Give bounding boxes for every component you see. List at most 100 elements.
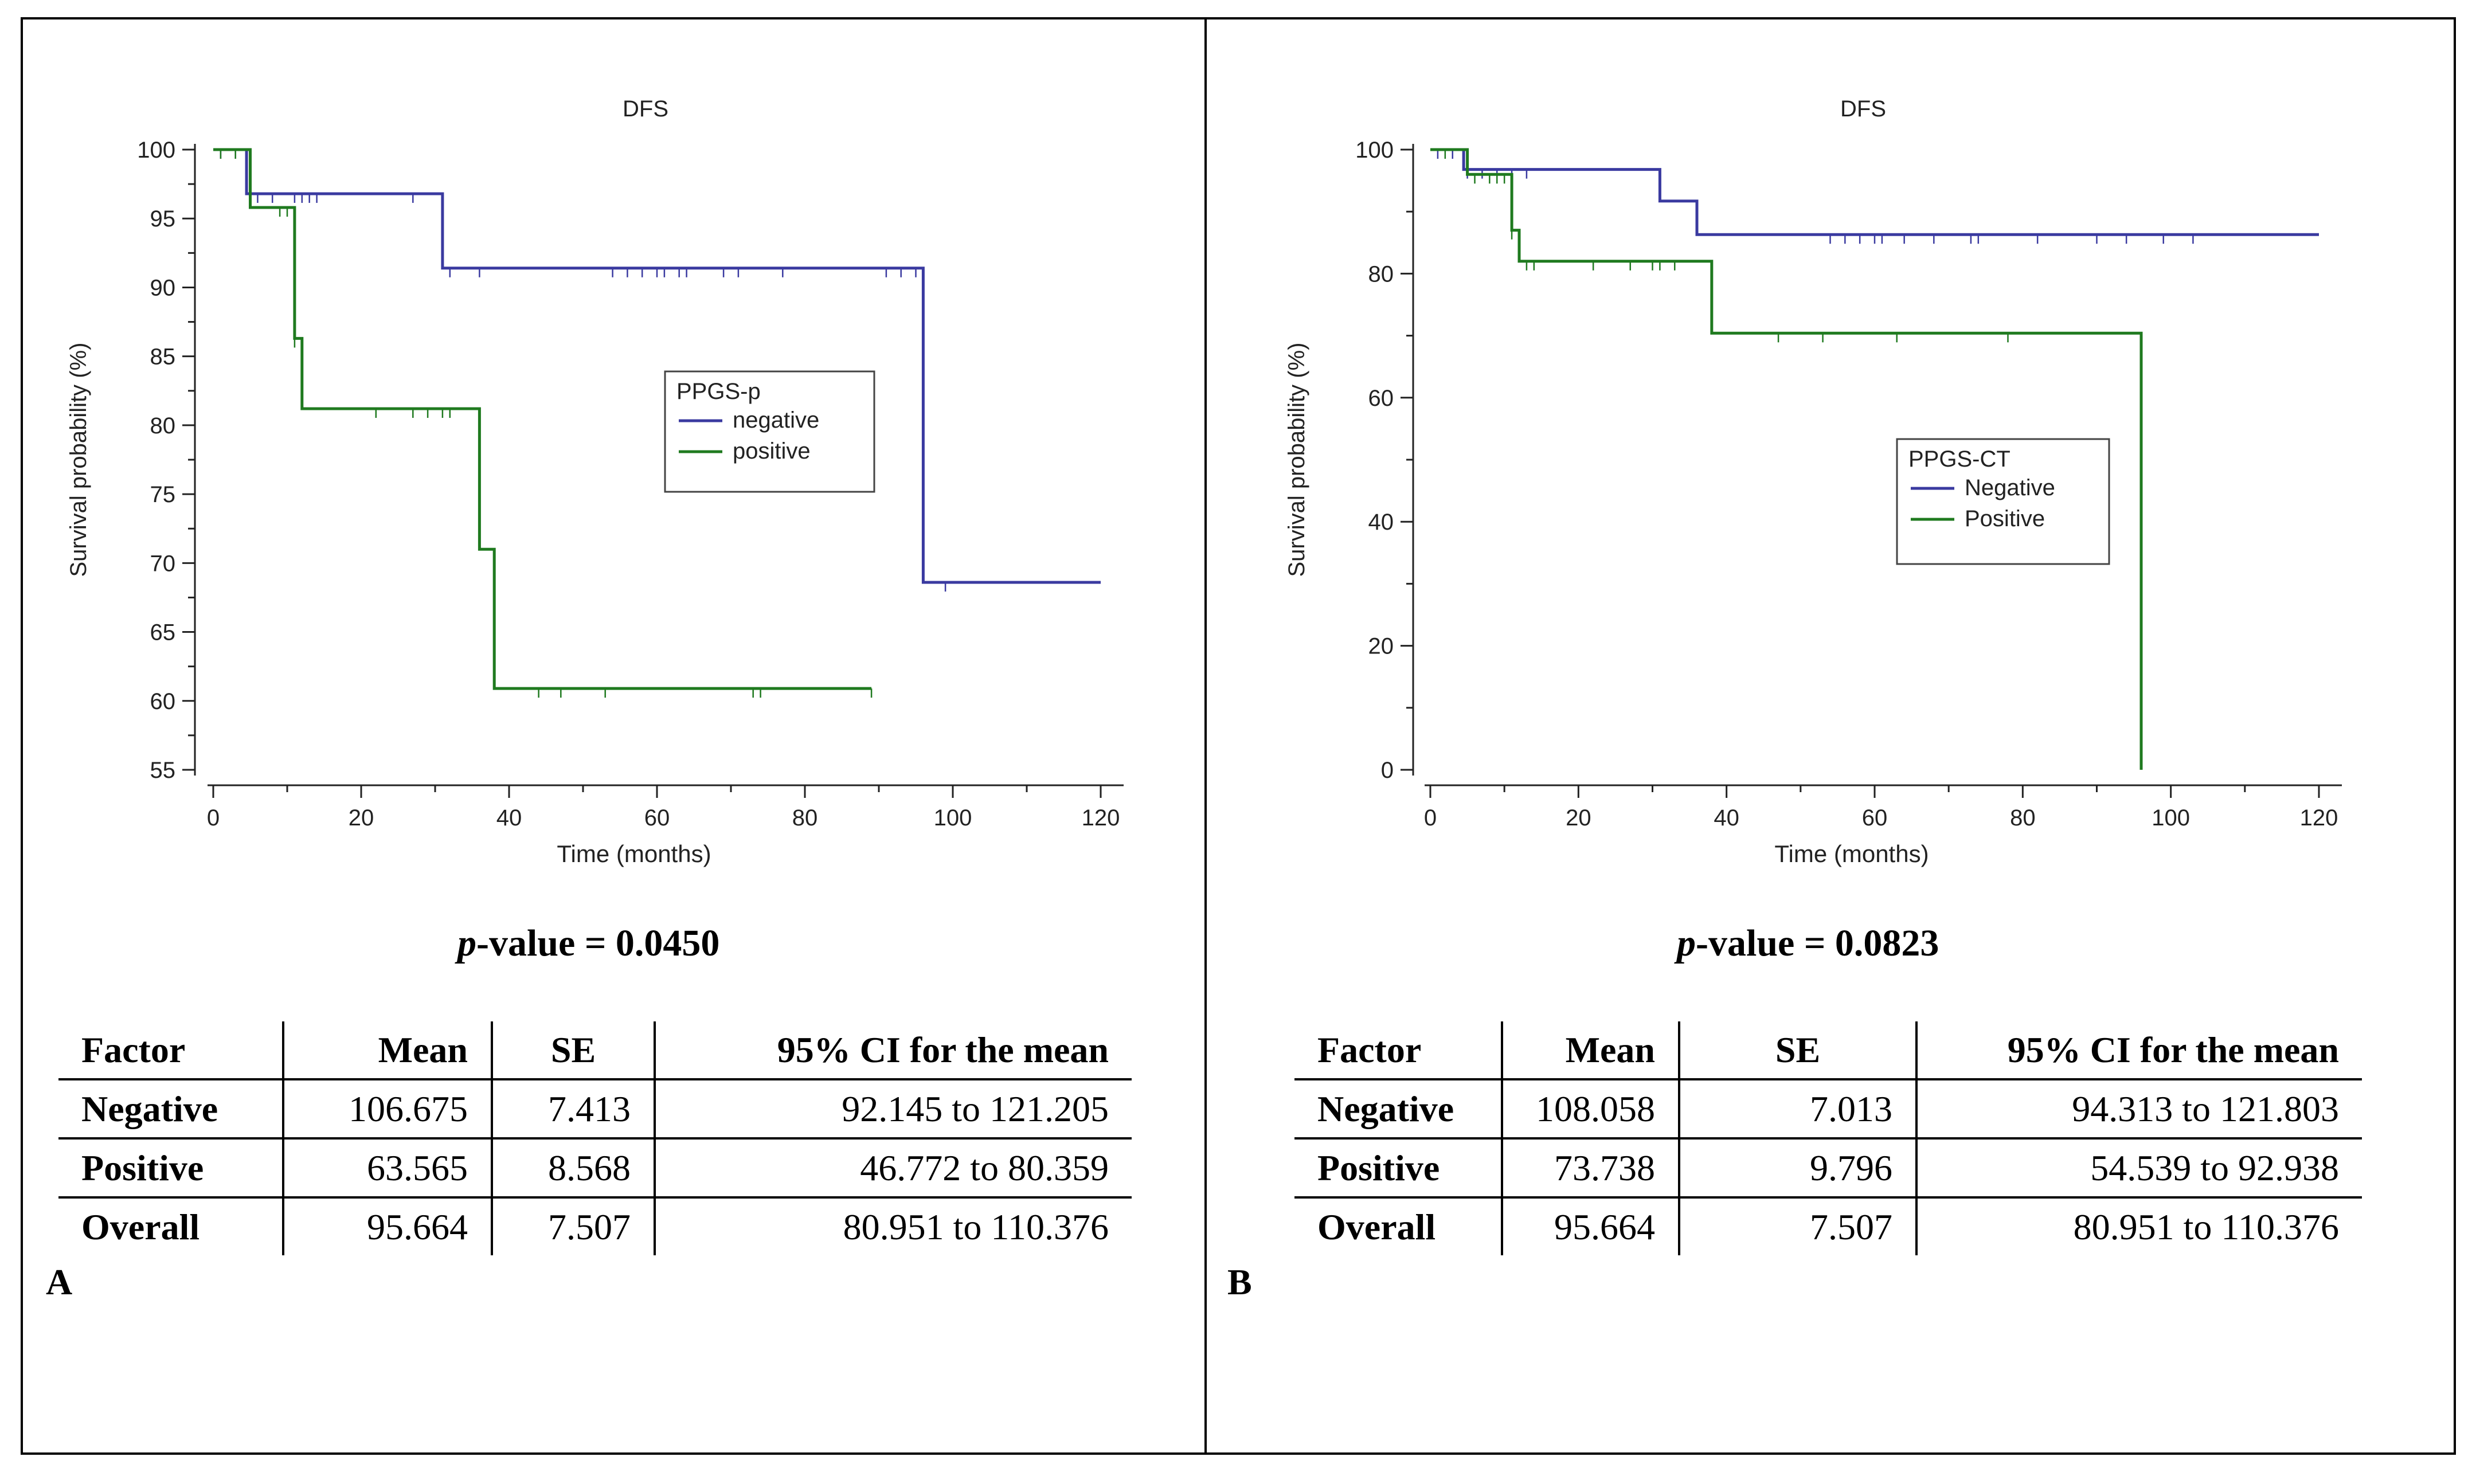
cell-ci: 80.951 to 110.376 xyxy=(1915,1197,2362,1255)
y-tick-label: 85 xyxy=(150,344,176,370)
y-tick-label: 100 xyxy=(1355,138,1394,163)
cell-ci: 80.951 to 110.376 xyxy=(654,1197,1132,1255)
cell-ci: 54.539 to 92.938 xyxy=(1915,1138,2362,1199)
cell-mean: 63.565 xyxy=(282,1138,492,1199)
cell-factor: Negative xyxy=(58,1079,283,1140)
legend-label-negative: Negative xyxy=(1965,475,2055,500)
y-tick-label: 100 xyxy=(137,138,175,163)
y-axis-label: Survival probability (%) xyxy=(66,342,91,577)
p-value-a: p-value = 0.0450 xyxy=(457,922,720,964)
cell-factor: Positive xyxy=(1294,1138,1502,1199)
cell-factor: Overall xyxy=(81,1207,200,1247)
x-tick-label: 120 xyxy=(2300,805,2338,831)
cell-mean: 106.675 xyxy=(282,1079,492,1140)
series-line-positive xyxy=(1430,148,2143,770)
cell-mean: 95.664 xyxy=(1501,1197,1679,1255)
y-tick-label: 70 xyxy=(150,551,176,576)
x-tick-label: 80 xyxy=(792,805,818,831)
stats-table-b: Factor Mean SE 95% CI for the mean Negat… xyxy=(1294,1021,2362,1255)
x-tick-label: 100 xyxy=(934,805,972,831)
col-se: SE xyxy=(491,1021,655,1080)
y-tick-label: 95 xyxy=(150,206,176,232)
col-se: SE xyxy=(1678,1021,1916,1080)
y-axis-label: Survival probability (%) xyxy=(1284,342,1309,577)
panel-a: DFS 55 60 65 70 75 80 85 90 95 100 0 20 40 60 80 100 120 T… xyxy=(23,17,1204,1455)
y-tick-label: 80 xyxy=(150,413,176,438)
km-chart-b: DFS 0 20 40 60 80 100 0 20 40 60 80 100 120 Time (mont… xyxy=(1284,96,2342,867)
table-row: Overall 95.664 7.507 80.951 to 110.376 xyxy=(1294,1197,2362,1255)
legend-label-positive: Positive xyxy=(1965,506,2045,531)
x-tick-label: 40 xyxy=(1714,805,1739,831)
legend-box xyxy=(1896,438,2110,565)
col-factor: Factor xyxy=(1294,1021,1502,1080)
panel-label-b: B xyxy=(1227,1262,1252,1302)
table-row: Overall 95.664 7.507 80.951 to 110.376 xyxy=(58,1197,1132,1255)
chart-title: DFS xyxy=(623,96,668,122)
col-ci: 95% CI for the mean xyxy=(1915,1021,2362,1080)
cell-ci: 46.772 to 80.359 xyxy=(654,1138,1132,1199)
series-line-negative xyxy=(1430,148,2319,236)
x-axis-label: Time (months) xyxy=(1774,840,1929,867)
panel-b: DFS 0 20 40 60 80 100 0 20 40 60 80 100 120 Time (mont… xyxy=(1207,17,2454,1455)
x-tick-label: 80 xyxy=(2010,805,2036,831)
cell-ci: 94.313 to 121.803 xyxy=(1915,1079,2362,1140)
legend-label-positive: positive xyxy=(733,438,811,464)
legend-label-negative: negative xyxy=(733,408,819,433)
cell-se: 7.013 xyxy=(1678,1079,1916,1140)
x-tick-label: 20 xyxy=(1566,805,1591,831)
x-tick-label: 60 xyxy=(644,805,670,831)
figure-frame xyxy=(21,17,2456,1455)
series-line-positive xyxy=(213,148,872,690)
x-tick-label: 20 xyxy=(349,805,374,831)
cell-factor: Negative xyxy=(1294,1079,1502,1140)
x-tick-label: 120 xyxy=(1082,805,1120,831)
stats-table-a: Factor Mean SE 95% CI for the mean Negat… xyxy=(58,1021,1132,1255)
table-header-row: Factor Mean SE 95% CI for the mean xyxy=(58,1021,1132,1080)
table-row: Negative 106.675 7.413 92.145 to 121.205 xyxy=(58,1079,1132,1140)
legend-title: PPGS-CT xyxy=(1908,447,2010,472)
y-tick-label: 60 xyxy=(150,689,176,714)
cell-mean: 95.664 xyxy=(282,1197,492,1255)
km-chart-a: DFS 55 60 65 70 75 80 85 90 95 100 0 20 40 60 80 100 120 T… xyxy=(66,96,1124,867)
y-tick-label: 75 xyxy=(150,482,176,507)
y-tick-label: 65 xyxy=(150,620,176,645)
x-tick-label: 0 xyxy=(1424,805,1437,831)
y-tick-label: 80 xyxy=(1368,261,1394,287)
legend-title: PPGS-p xyxy=(676,379,761,404)
legend-box xyxy=(664,370,875,493)
cell-factor: Overall xyxy=(1317,1207,1436,1247)
table-row: Negative 108.058 7.013 94.313 to 121.803 xyxy=(1294,1079,2362,1140)
cell-se: 7.507 xyxy=(1678,1197,1916,1255)
x-tick-label: 60 xyxy=(1862,805,1888,831)
x-tick-label: 0 xyxy=(207,805,220,831)
chart-title: DFS xyxy=(1840,96,1886,122)
series-line-negative xyxy=(213,148,1101,584)
panel-label-a: A xyxy=(46,1262,73,1302)
cell-se: 8.568 xyxy=(491,1138,655,1199)
cell-mean: 108.058 xyxy=(1501,1079,1679,1140)
x-axis-label: Time (months) xyxy=(557,840,711,867)
table-row: Positive 73.738 9.796 54.539 to 92.938 xyxy=(1294,1138,2362,1199)
y-tick-label: 0 xyxy=(1381,758,1394,783)
cell-se: 9.796 xyxy=(1678,1138,1916,1199)
cell-ci: 92.145 to 121.205 xyxy=(654,1079,1132,1140)
cell-mean: 73.738 xyxy=(1501,1138,1679,1199)
col-mean: Mean xyxy=(282,1021,492,1080)
y-tick-label: 20 xyxy=(1368,634,1394,659)
y-tick-label: 55 xyxy=(150,758,176,783)
table-header-row: Factor Mean SE 95% CI for the mean xyxy=(1294,1021,2362,1080)
x-tick-label: 100 xyxy=(2152,805,2190,831)
y-tick-label: 60 xyxy=(1368,386,1394,411)
col-factor: Factor xyxy=(58,1021,283,1080)
p-value-b: p-value = 0.0823 xyxy=(1677,922,1939,964)
x-tick-label: 40 xyxy=(496,805,522,831)
col-mean: Mean xyxy=(1501,1021,1679,1080)
table-row: Positive 63.565 8.568 46.772 to 80.359 xyxy=(58,1138,1132,1199)
y-tick-label: 40 xyxy=(1368,510,1394,535)
panel-divider xyxy=(1204,17,1207,1455)
y-tick-label: 90 xyxy=(150,275,176,300)
cell-se: 7.413 xyxy=(491,1079,655,1140)
cell-factor: Positive xyxy=(58,1138,283,1199)
cell-se: 7.507 xyxy=(491,1197,655,1255)
col-ci: 95% CI for the mean xyxy=(654,1021,1132,1080)
